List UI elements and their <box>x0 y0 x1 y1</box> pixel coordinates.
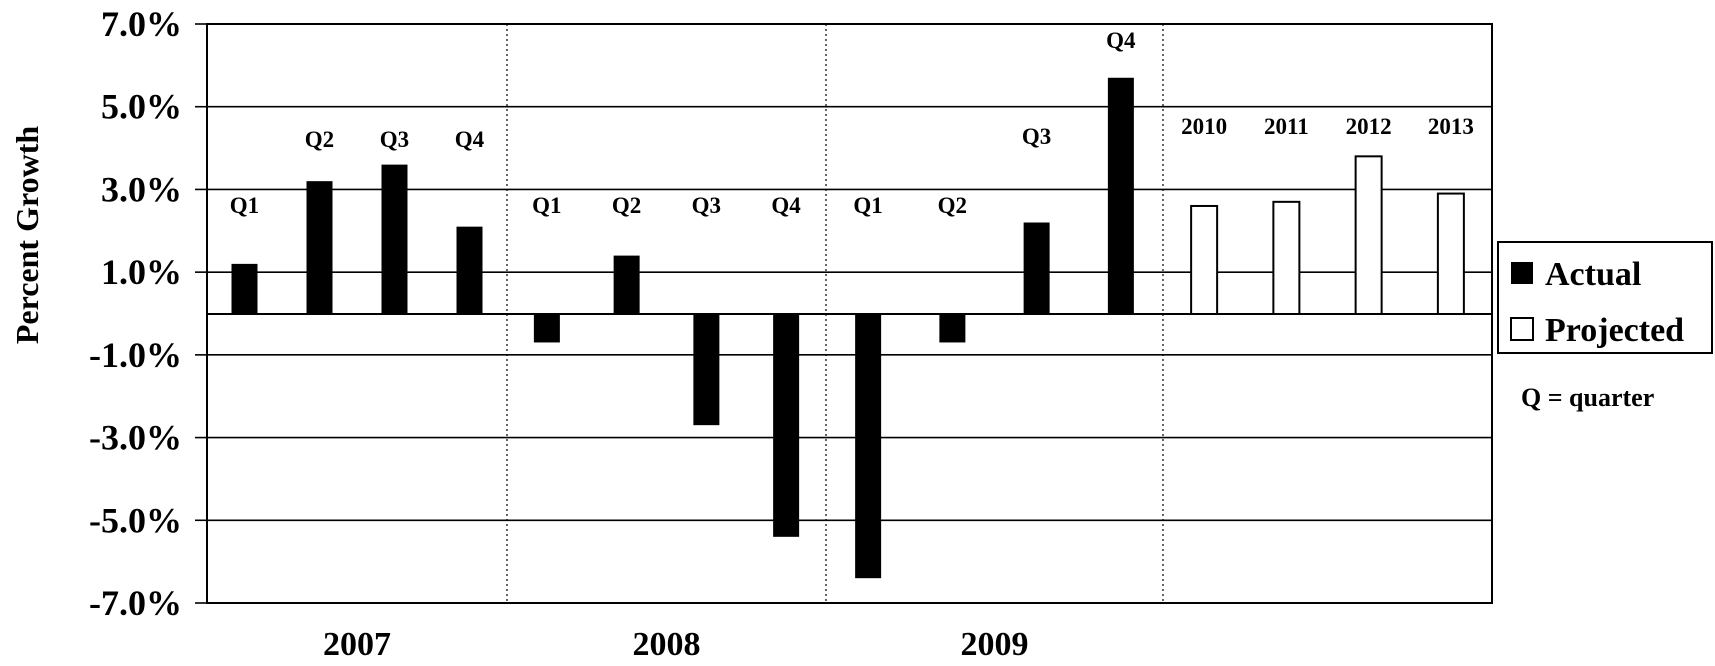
bar-label: Q4 <box>771 193 801 218</box>
actual-bar <box>613 255 640 314</box>
bar-label: Q1 <box>230 193 259 218</box>
bar-label: 2012 <box>1346 114 1392 139</box>
year-labels: 2007 2008 2009 <box>323 626 1029 663</box>
bar-label: 2011 <box>1264 114 1309 139</box>
actual-bar <box>381 164 408 314</box>
bar-label: 2013 <box>1428 114 1474 139</box>
legend: Actual Projected <box>1497 241 1713 354</box>
bar-label: Q3 <box>692 193 721 218</box>
bar-label: Q3 <box>380 127 409 152</box>
legend-projected-label: Projected <box>1545 312 1684 349</box>
quarter-note: Q = quarter <box>1521 383 1654 412</box>
y-tick-label: -7.0% <box>89 583 182 623</box>
actual-bar <box>231 263 258 314</box>
bars <box>231 77 1465 579</box>
actual-bar <box>855 314 882 579</box>
year-label: 2009 <box>961 626 1029 661</box>
y-tick-labels: 7.0% 5.0% 3.0% 1.0% -1.0% -3.0% -5.0% -7.0% <box>89 4 182 623</box>
actual-bar <box>1107 77 1134 314</box>
projected-bar <box>1436 192 1465 315</box>
y-tick-label: 3.0% <box>101 169 182 209</box>
actual-bar <box>939 314 966 343</box>
year-dividers <box>506 24 1164 603</box>
actual-bar <box>1023 222 1050 314</box>
y-tick-label: 5.0% <box>101 87 182 127</box>
actual-bar <box>456 226 483 314</box>
bar-label: Q2 <box>938 193 967 218</box>
projected-bar <box>1354 155 1383 315</box>
actual-bar <box>306 181 333 314</box>
legend-actual-label: Actual <box>1545 256 1641 293</box>
actual-bar <box>533 314 560 343</box>
y-tick-label: -5.0% <box>89 500 182 540</box>
actual-bar <box>693 314 720 426</box>
year-label: 2007 <box>323 626 391 661</box>
legend-projected-swatch <box>1510 317 1534 341</box>
y-tick-label: -1.0% <box>89 335 182 375</box>
y-axis-label: Percent Growth <box>9 126 45 345</box>
bar-label: Q2 <box>612 193 641 218</box>
bar-label: Q1 <box>532 193 561 218</box>
bar-label: Q2 <box>305 127 334 152</box>
bar-label: Q3 <box>1022 124 1051 149</box>
bar-label: Q4 <box>1106 28 1136 53</box>
year-label: 2008 <box>633 626 701 661</box>
legend-actual-swatch <box>1511 262 1533 284</box>
y-tick-label: 7.0% <box>101 4 182 44</box>
bar-label: Q4 <box>455 127 485 152</box>
y-tick-label: -3.0% <box>89 418 182 458</box>
actual-bar <box>773 314 800 537</box>
bar-label: 2010 <box>1181 114 1227 139</box>
bar-labels: Q1 Q2 Q3 Q4 Q1 Q2 Q3 Q4 Q1 Q2 Q3 Q4 2010 2011 2012 2013 <box>230 28 1474 218</box>
projected-bar <box>1190 204 1219 316</box>
projected-bar <box>1272 200 1301 315</box>
y-tick-label: 1.0% <box>101 252 182 292</box>
bar-label: Q1 <box>853 193 882 218</box>
